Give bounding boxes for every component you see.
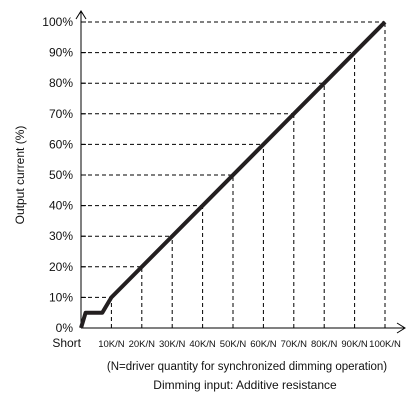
y-tick-label-3: 30% — [49, 229, 73, 243]
x-tick-label-8: 80K/N — [311, 339, 338, 350]
x-tick-labels: Short 10K/N 20K/N 30K/N 40K/N 50K/N 60K/N 70K/N… — [52, 336, 401, 350]
x-tick-label-4: 40K/N — [189, 339, 216, 350]
y-tick-label-4: 40% — [49, 199, 73, 213]
x-axis-label: Dimming input: Additive resistance — [153, 378, 337, 392]
x-tick-label-1: 10K/N — [98, 339, 125, 350]
series-line-0 — [79, 20, 387, 329]
series-layer — [79, 20, 387, 329]
y-tick-label-6: 60% — [49, 137, 73, 151]
x-tick-label-6: 60K/N — [250, 339, 277, 350]
y-axis-label: Output current (%) — [13, 126, 27, 225]
grid-layer — [81, 21, 386, 328]
x-axis-arrow — [396, 322, 406, 334]
y-tick-label-2: 20% — [49, 260, 73, 274]
x-tick-label-5: 50K/N — [220, 339, 247, 350]
y-tick-labels: 0% 10% 20% 30% 40% 50% 60% 70% 80% 90% 100% — [42, 15, 73, 335]
x-tick-label-0: Short — [52, 336, 81, 350]
y-axis-arrow — [75, 10, 87, 20]
axis-layer — [75, 10, 406, 334]
x-tick-label-2: 20K/N — [129, 339, 156, 350]
y-tick-label-5: 50% — [49, 168, 73, 182]
x-tick-label-9: 90K/N — [341, 339, 368, 350]
y-tick-label-0: 0% — [56, 321, 74, 335]
footnote: (N=driver quantity for synchronized dimm… — [107, 361, 387, 373]
y-tick-label-7: 70% — [49, 107, 73, 121]
y-tick-label-10: 100% — [42, 15, 73, 29]
x-tick-label-3: 30K/N — [159, 339, 186, 350]
y-tick-label-9: 90% — [49, 46, 73, 60]
x-tick-label-10: 100K/N — [369, 339, 401, 350]
y-tick-label-1: 10% — [49, 290, 73, 304]
y-tick-label-8: 80% — [49, 76, 73, 90]
x-tick-label-7: 70K/N — [281, 339, 308, 350]
